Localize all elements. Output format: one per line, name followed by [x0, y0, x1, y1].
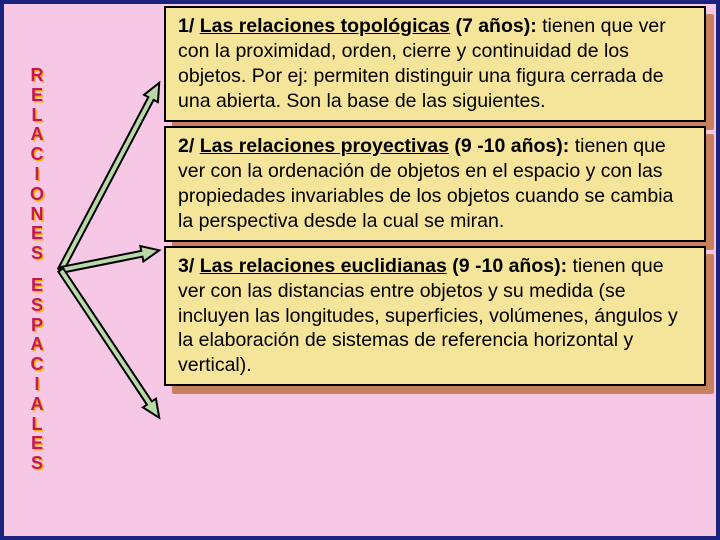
box-title-tail: (7 años): [450, 15, 537, 37]
box-title-tail: (9 -10 años): [447, 255, 567, 277]
box-title-lead: 2/ [178, 135, 200, 157]
box-euclidianas: 3/ Las relaciones euclidianas (9 -10 año… [164, 246, 706, 387]
box-title-lead: 3/ [178, 255, 200, 277]
box-title-lead: 1/ [178, 15, 200, 37]
box-title-main: Las relaciones euclidianas [200, 255, 447, 277]
box-topologicas: 1/ Las relaciones topológicas (7 años): … [164, 6, 706, 122]
box-title-tail: (9 -10 años): [449, 135, 569, 157]
vertical-word-relaciones: RELACIONES [30, 66, 44, 264]
box-title-main: Las relaciones topológicas [200, 15, 450, 37]
vertical-word-espaciales: ESPACIALES [31, 276, 44, 474]
content-area: 1/ Las relaciones topológicas (7 años): … [54, 4, 716, 536]
slide-frame: RELACIONES ESPACIALES 1/ Las relaciones … [0, 0, 720, 540]
box-title-main: Las relaciones proyectivas [200, 135, 449, 157]
box-proyectivas: 2/ Las relaciones proyectivas (9 -10 año… [164, 126, 706, 242]
sidebar-vertical-title: RELACIONES ESPACIALES [4, 4, 54, 536]
